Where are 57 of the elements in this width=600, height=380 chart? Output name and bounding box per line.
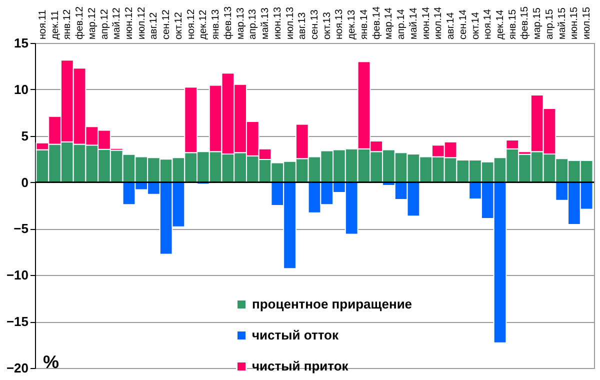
x-tick-label: ноя.11 [37,9,48,40]
x-tick-label: окт.14 [470,12,482,40]
y-tick-label: −10 [6,268,28,283]
x-tick-label: май.14 [408,7,420,40]
x-tick-label: май.15 [556,7,568,40]
x-tick-label: июл.14 [433,6,444,40]
y-tick-label: −5 [14,221,28,236]
x-tick-label: дек.14 [495,9,506,40]
legend-label: чистый приток [252,358,349,374]
x-tick-label: фев.14 [371,6,382,40]
x-tick-label: июл.13 [284,6,296,40]
x-tick-label: авг.12 [148,12,160,40]
y-tick-label: 10 [14,82,28,97]
x-tick-label: янв.15 [507,8,518,40]
x-tick-label: июл.12 [136,6,148,40]
x-tick-label: окт.13 [322,12,333,40]
x-tick-label: сен.13 [310,9,320,40]
x-tick-label: фев.13 [222,6,234,40]
y-tick-label: −15 [6,314,28,330]
x-tick-label: мар.12 [86,7,98,40]
y-tick-label: −20 [6,360,28,376]
x-tick-label: июн.13 [272,6,284,40]
x-tick-label: мар.13 [235,7,246,40]
x-tick-label: окт.12 [173,12,184,40]
x-tick-label: ноя.12 [186,8,197,40]
x-tick-label: дек.13 [346,9,358,40]
x-tick-label: апр.13 [248,8,259,40]
x-tick-label: мар.15 [532,7,544,40]
y-tick-label: 5 [21,128,28,144]
x-tick-label: май.12 [112,7,123,40]
y-tick-label: 15 [14,36,28,50]
x-tick-label: янв.12 [62,8,74,40]
legend-label: чистый отток [252,328,339,342]
x-tick-label: апр.15 [544,8,556,40]
x-tick-label: янв.13 [210,8,222,40]
x-tick-label: ноя.14 [482,8,494,40]
x-tick-label: дек.12 [198,9,210,40]
x-tick-label: апр.12 [99,8,110,40]
x-tick-label: фев.15 [520,6,531,40]
x-tick-label: дек.11 [50,10,61,40]
x-tick-label: сен.14 [458,9,469,40]
x-tick-label: авг.14 [446,12,457,40]
x-tick-label: ноя.13 [334,8,346,40]
legend-label: процентное приращение [252,296,412,312]
x-tick-label: июн.12 [124,6,135,40]
x-tick-label: авг.13 [297,12,308,40]
x-tick-label: мар.14 [384,7,395,40]
y-tick-label: 0 [21,174,28,190]
x-tick-label: янв.14 [358,8,370,40]
x-tick-label: май.13 [260,7,272,40]
x-tick-label: сен.12 [161,9,172,40]
x-tick-label: июл.15 [582,6,593,40]
x-tick-label: фев.12 [74,6,86,40]
x-tick-label: апр.14 [396,8,408,40]
x-tick-label: июн.15 [569,6,580,40]
annotation: % [43,352,60,372]
x-tick-label: июн.14 [420,6,432,40]
